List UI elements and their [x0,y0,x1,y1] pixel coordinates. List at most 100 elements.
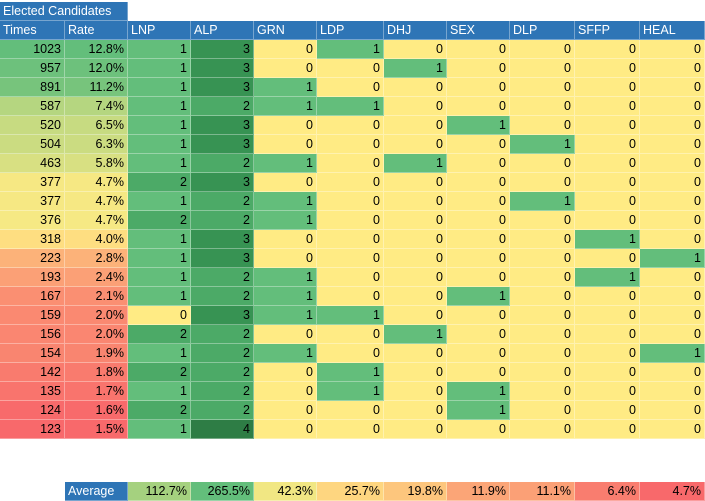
seat-count-cell-sex[interactable]: 0 [447,211,510,230]
seat-count-cell-sex[interactable]: 0 [447,135,510,154]
seat-count-cell-dhj[interactable]: 0 [384,268,447,287]
seat-count-cell-alp[interactable]: 2 [191,268,254,287]
seat-count-cell-alp[interactable]: 3 [191,78,254,97]
rate-cell[interactable]: 4.0% [65,230,128,249]
rate-cell[interactable]: 5.8% [65,154,128,173]
seat-count-cell-dhj[interactable]: 0 [384,211,447,230]
empty-cell[interactable] [254,439,317,458]
empty-cell[interactable] [191,439,254,458]
seat-count-cell-alp[interactable]: 2 [191,192,254,211]
times-cell[interactable]: 156 [0,325,65,344]
seat-count-cell-lnp[interactable]: 1 [128,40,191,59]
seat-count-cell-alp[interactable]: 3 [191,135,254,154]
seat-count-cell-dlp[interactable]: 1 [510,135,575,154]
seat-count-cell-heal[interactable]: 0 [640,116,705,135]
empty-cell[interactable] [447,439,510,458]
column-header-lnp[interactable]: LNP [128,21,191,40]
seat-count-cell-lnp[interactable]: 1 [128,192,191,211]
seat-count-cell-ldp[interactable]: 0 [317,192,384,211]
seat-count-cell-sffp[interactable]: 0 [575,420,640,439]
empty-cell[interactable] [0,439,65,458]
empty-cell[interactable] [640,439,705,458]
seat-count-cell-grn[interactable]: 0 [254,325,317,344]
seat-count-cell-lnp[interactable]: 1 [128,154,191,173]
seat-count-cell-heal[interactable]: 0 [640,173,705,192]
times-cell[interactable]: 193 [0,268,65,287]
seat-count-cell-heal[interactable]: 0 [640,97,705,116]
seat-count-cell-dhj[interactable]: 0 [384,116,447,135]
column-header-alp[interactable]: ALP [191,21,254,40]
seat-count-cell-lnp[interactable]: 2 [128,401,191,420]
rate-cell[interactable]: 2.0% [65,306,128,325]
seat-count-cell-grn[interactable]: 0 [254,40,317,59]
seat-count-cell-dlp[interactable]: 0 [510,249,575,268]
seat-count-cell-lnp[interactable]: 1 [128,249,191,268]
rate-cell[interactable]: 2.1% [65,287,128,306]
column-header-ldp[interactable]: LDP [317,21,384,40]
seat-count-cell-alp[interactable]: 3 [191,116,254,135]
seat-count-cell-grn[interactable]: 0 [254,401,317,420]
seat-count-cell-ldp[interactable]: 0 [317,135,384,154]
rate-cell[interactable]: 1.9% [65,344,128,363]
seat-count-cell-sffp[interactable]: 0 [575,116,640,135]
seat-count-cell-heal[interactable]: 0 [640,401,705,420]
seat-count-cell-sex[interactable]: 1 [447,116,510,135]
seat-count-cell-grn[interactable]: 0 [254,116,317,135]
seat-count-cell-sffp[interactable]: 0 [575,192,640,211]
seat-count-cell-dhj[interactable]: 0 [384,249,447,268]
seat-count-cell-lnp[interactable]: 1 [128,230,191,249]
rate-cell[interactable]: 1.7% [65,382,128,401]
seat-count-cell-sffp[interactable]: 0 [575,363,640,382]
seat-count-cell-dlp[interactable]: 0 [510,59,575,78]
seat-count-cell-sex[interactable]: 0 [447,192,510,211]
seat-count-cell-lnp[interactable]: 1 [128,287,191,306]
seat-count-cell-grn[interactable]: 0 [254,173,317,192]
seat-count-cell-sex[interactable]: 0 [447,78,510,97]
average-value-dhj[interactable]: 19.8% [384,482,447,501]
seat-count-cell-sffp[interactable]: 0 [575,97,640,116]
seat-count-cell-dhj[interactable]: 0 [384,135,447,154]
seat-count-cell-grn[interactable]: 1 [254,192,317,211]
seat-count-cell-alp[interactable]: 2 [191,211,254,230]
seat-count-cell-lnp[interactable]: 1 [128,382,191,401]
times-cell[interactable]: 377 [0,173,65,192]
rate-cell[interactable]: 2.4% [65,268,128,287]
seat-count-cell-lnp[interactable]: 2 [128,363,191,382]
seat-count-cell-alp[interactable]: 2 [191,401,254,420]
seat-count-cell-grn[interactable]: 1 [254,306,317,325]
seat-count-cell-dlp[interactable]: 0 [510,97,575,116]
seat-count-cell-heal[interactable]: 0 [640,40,705,59]
average-value-sffp[interactable]: 6.4% [575,482,640,501]
seat-count-cell-dlp[interactable]: 0 [510,363,575,382]
seat-count-cell-sex[interactable]: 0 [447,230,510,249]
seat-count-cell-lnp[interactable]: 1 [128,420,191,439]
seat-count-cell-grn[interactable]: 0 [254,135,317,154]
times-cell[interactable]: 223 [0,249,65,268]
seat-count-cell-dhj[interactable]: 0 [384,363,447,382]
seat-count-cell-heal[interactable]: 0 [640,268,705,287]
seat-count-cell-sffp[interactable]: 0 [575,401,640,420]
seat-count-cell-lnp[interactable]: 1 [128,344,191,363]
average-value-alp[interactable]: 265.5% [191,482,254,501]
seat-count-cell-sffp[interactable]: 0 [575,382,640,401]
seat-count-cell-heal[interactable]: 0 [640,230,705,249]
rate-cell[interactable]: 4.7% [65,192,128,211]
seat-count-cell-dlp[interactable]: 0 [510,382,575,401]
rate-cell[interactable]: 6.5% [65,116,128,135]
seat-count-cell-heal[interactable]: 0 [640,306,705,325]
times-cell[interactable]: 124 [0,401,65,420]
seat-count-cell-lnp[interactable]: 1 [128,268,191,287]
seat-count-cell-sffp[interactable]: 0 [575,306,640,325]
column-header-grn[interactable]: GRN [254,21,317,40]
seat-count-cell-alp[interactable]: 2 [191,344,254,363]
seat-count-cell-sex[interactable]: 1 [447,401,510,420]
seat-count-cell-lnp[interactable]: 1 [128,59,191,78]
seat-count-cell-alp[interactable]: 2 [191,363,254,382]
seat-count-cell-dhj[interactable]: 0 [384,306,447,325]
seat-count-cell-sffp[interactable]: 0 [575,40,640,59]
column-header-rate[interactable]: Rate [65,21,128,40]
seat-count-cell-dhj[interactable]: 0 [384,97,447,116]
column-header-times[interactable]: Times [0,21,65,40]
seat-count-cell-dlp[interactable]: 0 [510,420,575,439]
seat-count-cell-alp[interactable]: 4 [191,420,254,439]
